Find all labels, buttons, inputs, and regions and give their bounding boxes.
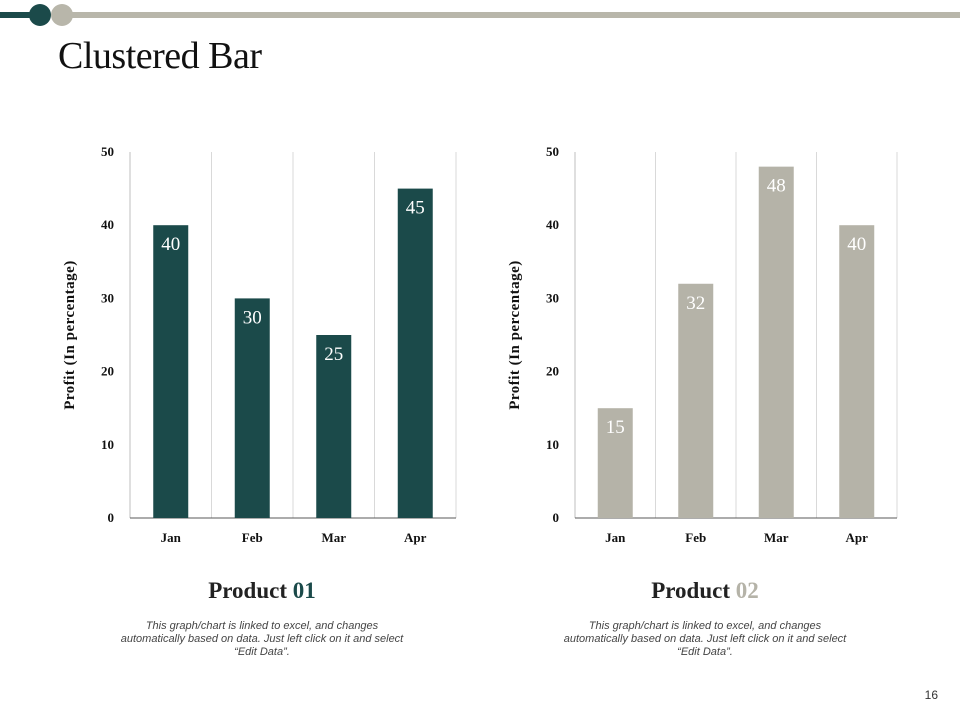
chart-1-y-tick: 30 <box>101 290 114 305</box>
chart-2-data-label: 40 <box>847 234 866 255</box>
top-rule-left <box>0 12 30 18</box>
chart-1-data-label: 45 <box>406 198 425 219</box>
chart-2-x-tick: Jan <box>605 530 626 545</box>
chart-1-bar-mar <box>316 335 352 518</box>
product-1-description: This graph/chart is linked to excel, and… <box>120 620 404 658</box>
chart-1-y-tick: 20 <box>101 364 114 379</box>
chart-2-bar-feb <box>678 283 714 518</box>
page-number: 16 <box>924 688 938 702</box>
chart-2-x-tick: Apr <box>846 530 869 545</box>
chart-1-y-tick: 10 <box>101 437 114 452</box>
dark-dot-icon <box>29 4 51 26</box>
top-decoration <box>0 4 960 26</box>
chart-2-data-label: 48 <box>767 176 786 197</box>
page-title: Clustered Bar <box>58 35 262 77</box>
chart-2-data-label: 15 <box>606 417 625 438</box>
chart-1-bar-feb <box>234 298 270 518</box>
chart-1-x-tick: Apr <box>404 530 427 545</box>
chart-2-y-tick: 0 <box>553 510 560 525</box>
chart-1-y-tick: 50 <box>101 144 114 159</box>
chart-2-bar-jan <box>597 408 633 518</box>
product-2-title: Product 02 <box>555 578 855 604</box>
chart-2-y-tick: 50 <box>546 144 559 159</box>
product-1-number: 01 <box>292 578 316 603</box>
chart-1-data-label: 40 <box>161 234 180 255</box>
chart-1-x-tick: Jan <box>161 530 182 545</box>
product-2-label: Product <box>651 578 731 603</box>
chart-1-bar-jan <box>153 225 189 518</box>
chart-2-x-tick: Feb <box>685 530 706 545</box>
chart-2-bar-apr <box>839 225 875 518</box>
product-1-title: Product 01 <box>112 578 412 604</box>
chart-2-bar-mar <box>758 166 794 518</box>
chart-1-y-tick: 40 <box>101 217 114 232</box>
chart-2-y-tick: 40 <box>546 217 559 232</box>
product-1-label: Product <box>208 578 288 603</box>
gray-dot-icon <box>51 4 73 26</box>
chart-2-y-label: Profit (In percentage) <box>507 260 523 410</box>
chart-2-x-tick: Mar <box>764 530 789 545</box>
chart-2-y-tick: 20 <box>546 364 559 379</box>
product-2-number: 02 <box>735 578 759 603</box>
chart-1-bar-apr <box>397 188 433 518</box>
chart-1-data-label: 25 <box>324 344 343 365</box>
chart-1-x-tick: Mar <box>321 530 346 545</box>
chart-1-data-label: 30 <box>243 307 262 328</box>
chart-1-y-tick: 0 <box>108 510 115 525</box>
product-2-description: This graph/chart is linked to excel, and… <box>563 620 847 658</box>
chart-2-data-label: 32 <box>686 293 705 314</box>
chart-1-y-label: Profit (In percentage) <box>62 260 78 410</box>
chart-2-y-tick: 30 <box>546 290 559 305</box>
chart-1-x-tick: Feb <box>242 530 263 545</box>
chart-2-y-tick: 10 <box>546 437 559 452</box>
